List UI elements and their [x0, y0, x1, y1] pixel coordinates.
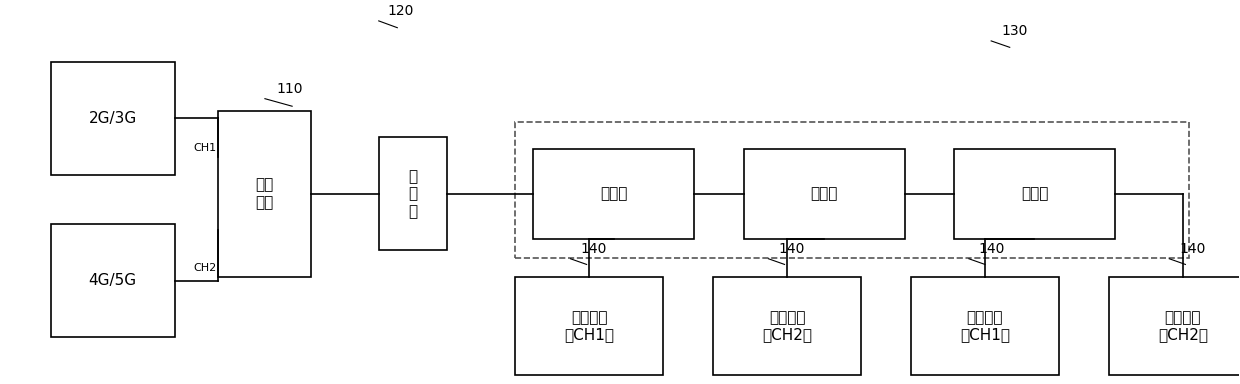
- FancyBboxPatch shape: [910, 277, 1059, 375]
- Text: CH1: CH1: [193, 143, 216, 153]
- Text: 耦合器: 耦合器: [600, 186, 627, 201]
- Text: 近端
单元: 近端 单元: [255, 178, 274, 210]
- FancyBboxPatch shape: [954, 149, 1115, 239]
- Text: 远端单元
（CH2）: 远端单元 （CH2）: [1158, 310, 1208, 342]
- Text: 耦合器: 耦合器: [1021, 186, 1048, 201]
- FancyBboxPatch shape: [218, 111, 311, 277]
- FancyBboxPatch shape: [744, 149, 904, 239]
- Text: 140: 140: [779, 242, 805, 256]
- Text: 130: 130: [1001, 24, 1028, 38]
- FancyBboxPatch shape: [515, 277, 663, 375]
- FancyBboxPatch shape: [51, 62, 175, 175]
- Text: 远端单元
（CH2）: 远端单元 （CH2）: [763, 310, 812, 342]
- Text: 远端单元
（CH1）: 远端单元 （CH1）: [960, 310, 1011, 342]
- Text: 140: 140: [1179, 242, 1205, 256]
- Text: 140: 140: [978, 242, 1006, 256]
- Text: 4G/5G: 4G/5G: [89, 273, 136, 288]
- Text: 远端单元
（CH1）: 远端单元 （CH1）: [564, 310, 614, 342]
- Text: CH2: CH2: [193, 263, 217, 273]
- FancyBboxPatch shape: [51, 224, 175, 337]
- Text: 耦合器: 耦合器: [811, 186, 838, 201]
- Text: 110: 110: [277, 82, 303, 96]
- Text: 140: 140: [580, 242, 606, 256]
- FancyBboxPatch shape: [378, 137, 446, 250]
- Text: 120: 120: [387, 4, 414, 18]
- FancyBboxPatch shape: [1109, 277, 1240, 375]
- FancyBboxPatch shape: [713, 277, 862, 375]
- Text: 合
路
器: 合 路 器: [408, 169, 418, 219]
- FancyBboxPatch shape: [533, 149, 694, 239]
- Text: 2G/3G: 2G/3G: [88, 111, 136, 126]
